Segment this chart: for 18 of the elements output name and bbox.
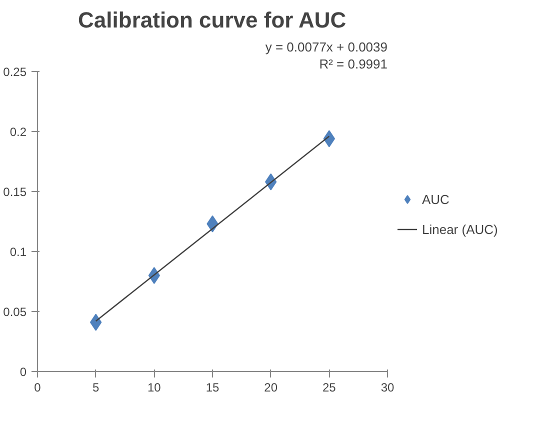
y-tick-label: 0.05 xyxy=(3,305,27,319)
y-tick-label: 0.25 xyxy=(3,65,27,79)
legend-label: AUC xyxy=(422,192,450,206)
x-tick-label: 25 xyxy=(322,380,336,394)
x-tick-label: 15 xyxy=(206,380,220,394)
x-tick-label: 20 xyxy=(264,380,278,394)
text: y = 0.0077x + 0.0039 xyxy=(265,40,388,54)
y-tick-label: 0.15 xyxy=(3,185,27,199)
x-tick-label: 30 xyxy=(380,380,394,394)
chart-title: Calibration curve for AUC xyxy=(78,8,346,32)
y-tick-label: 0 xyxy=(20,365,27,379)
x-tick-label: 0 xyxy=(34,380,42,394)
x-tick-label: 10 xyxy=(147,380,162,394)
y-tick-label: 0.2 xyxy=(10,125,27,139)
legend-label: Linear (AUC) xyxy=(422,222,498,236)
y-tick-label: 0.1 xyxy=(10,245,27,259)
annotation: R² = 0.9991 xyxy=(319,56,388,72)
x-tick-label: 5 xyxy=(92,380,100,394)
